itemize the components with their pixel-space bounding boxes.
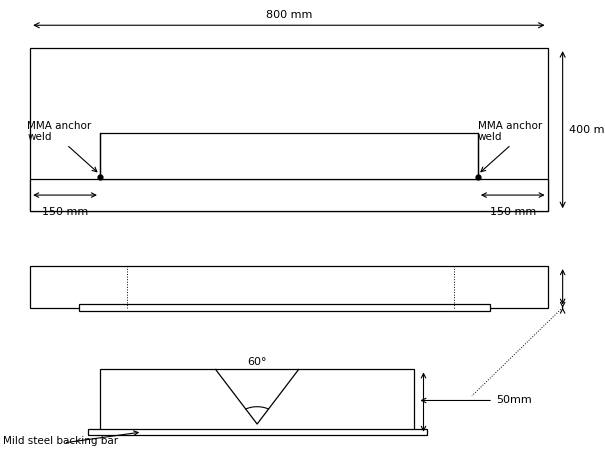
Text: 50mm: 50mm	[496, 396, 532, 405]
Text: 800 mm: 800 mm	[266, 10, 312, 20]
Bar	[100, 369, 414, 431]
Text: 400 mm: 400 mm	[569, 125, 605, 134]
Text: 60°: 60°	[247, 357, 267, 367]
Text: 150 mm: 150 mm	[42, 207, 88, 217]
Text: Mild steel backing bar: Mild steel backing bar	[3, 436, 118, 446]
Text: MMA anchor
weld: MMA anchor weld	[27, 121, 91, 142]
Text: 150 mm: 150 mm	[489, 207, 536, 217]
Bar	[30, 48, 548, 211]
Bar	[100, 133, 478, 179]
Bar	[79, 304, 490, 311]
Bar	[30, 266, 548, 308]
Text: MMA anchor
weld: MMA anchor weld	[478, 121, 542, 142]
Bar	[88, 429, 427, 435]
Bar	[30, 179, 548, 211]
